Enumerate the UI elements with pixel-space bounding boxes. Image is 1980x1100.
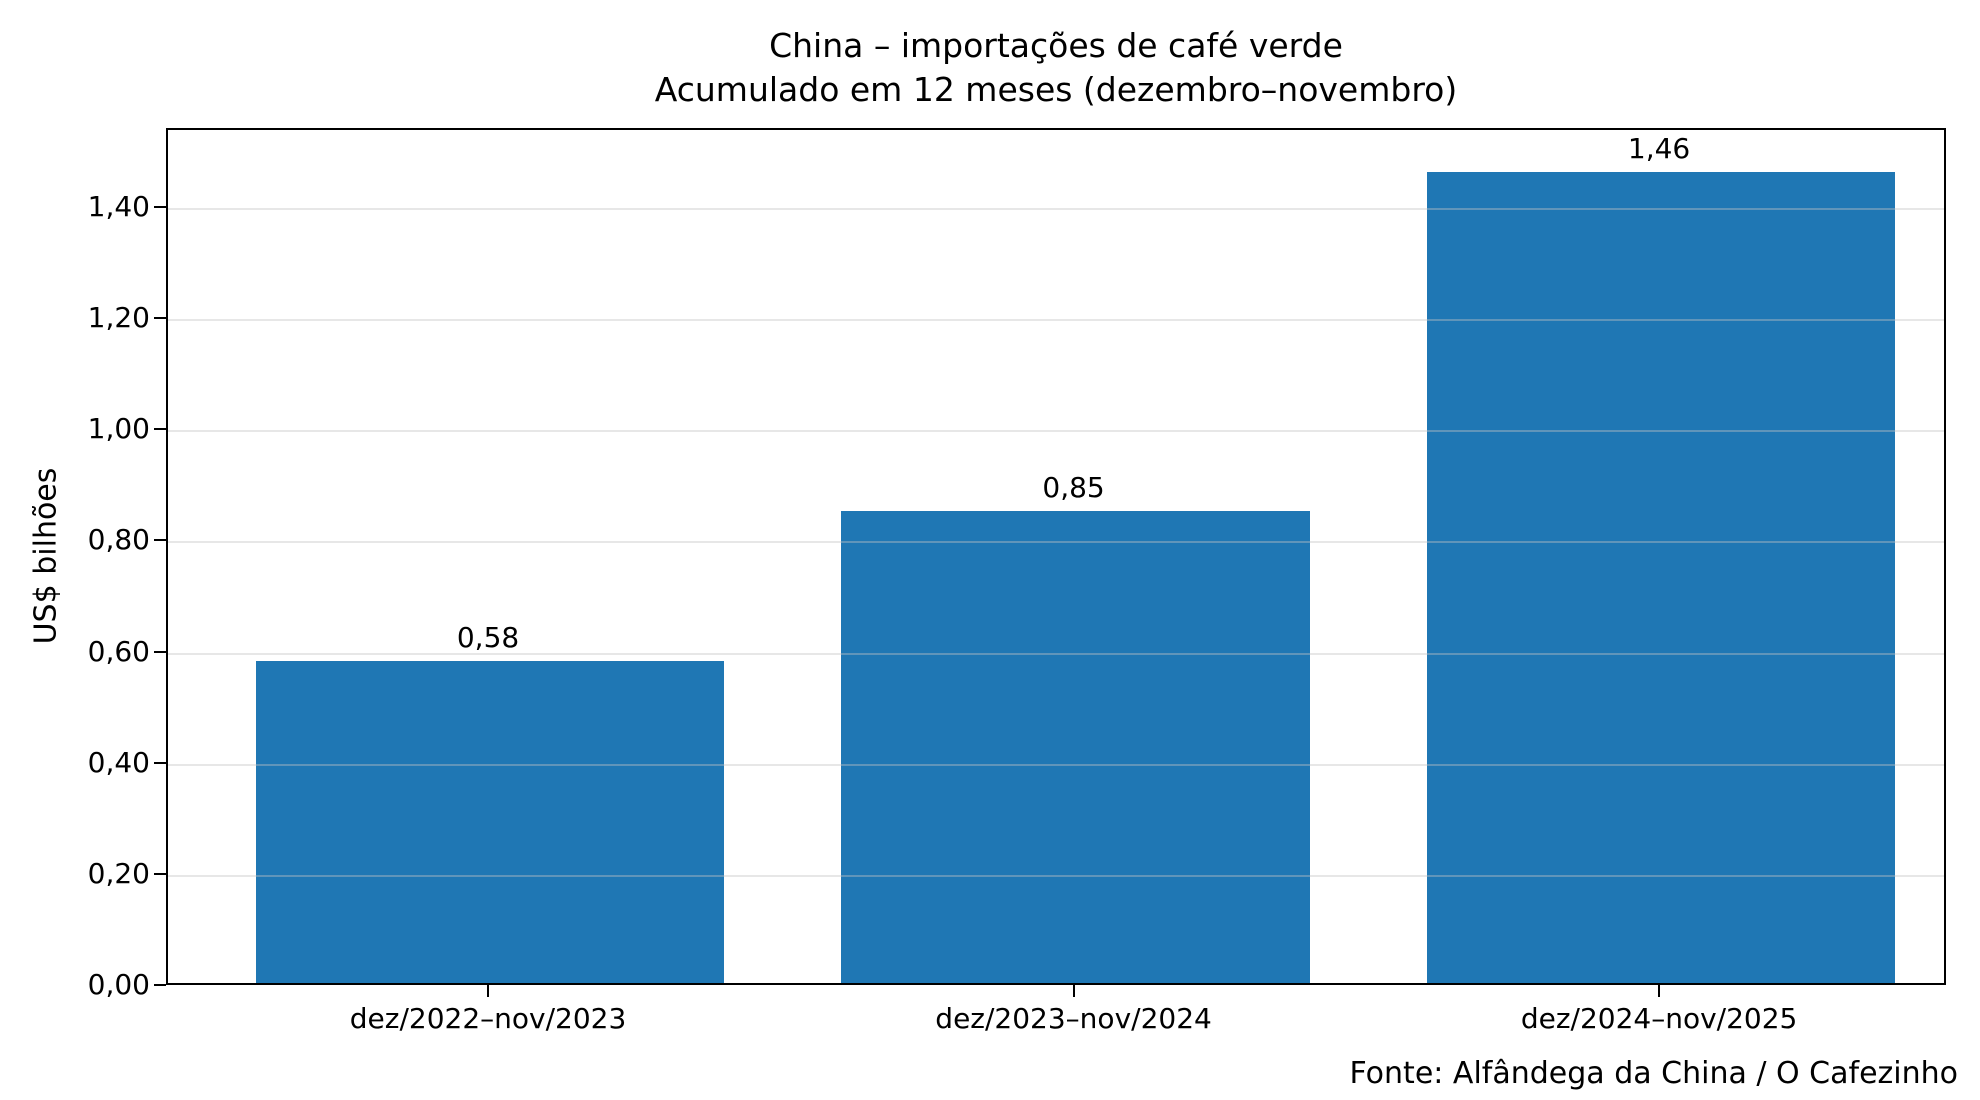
chart-title-line-1: China – importações de café verde: [769, 26, 1343, 65]
source-note: Fonte: Alfândega da China / O Cafezinho: [1349, 1056, 1959, 1091]
bar-value-label: 0,58: [456, 620, 520, 654]
chart-title: China – importações de café verde Acumul…: [655, 24, 1458, 111]
y-tick-mark: [154, 205, 166, 208]
bar: [255, 660, 725, 983]
gridline: [168, 430, 1944, 433]
x-tick-label: dez/2024–nov/2025: [1520, 1002, 1798, 1035]
y-tick-label: 0,20: [87, 856, 150, 890]
y-tick-label: 0,60: [87, 634, 150, 668]
gridline: [168, 207, 1944, 210]
y-tick-mark: [154, 428, 166, 431]
y-tick-label: 0,40: [87, 745, 150, 779]
plot-area: [166, 128, 1946, 985]
x-tick-mark: [487, 985, 490, 997]
x-tick-mark: [1658, 985, 1661, 997]
y-tick-label: 1,00: [87, 412, 150, 446]
gridline: [168, 541, 1944, 544]
y-tick-mark: [154, 872, 166, 875]
y-tick-mark: [154, 539, 166, 542]
y-tick-label: 1,40: [87, 189, 150, 223]
gridline: [168, 652, 1944, 655]
y-tick-label: 1,20: [87, 301, 150, 335]
bar: [1426, 171, 1896, 983]
y-tick-mark: [154, 317, 166, 320]
bar-value-label: 1,46: [1627, 131, 1691, 165]
y-tick-label: 0,80: [87, 523, 150, 557]
bar-value-label: 0,85: [1042, 470, 1105, 504]
y-tick-label: 0,00: [87, 968, 150, 1001]
y-tick-mark: [154, 761, 166, 764]
chart-title-line-2: Acumulado em 12 meses (dezembro–novembro…: [654, 69, 1458, 109]
y-tick-mark: [154, 650, 166, 653]
x-tick-label: dez/2022–nov/2023: [349, 1002, 627, 1035]
gridline: [168, 763, 1944, 766]
gridline: [168, 874, 1944, 877]
bar: [841, 510, 1310, 983]
x-tick-label: dez/2023–nov/2024: [935, 1002, 1212, 1035]
gridline: [168, 319, 1944, 322]
x-tick-mark: [1072, 985, 1075, 997]
y-tick-mark: [154, 984, 166, 986]
